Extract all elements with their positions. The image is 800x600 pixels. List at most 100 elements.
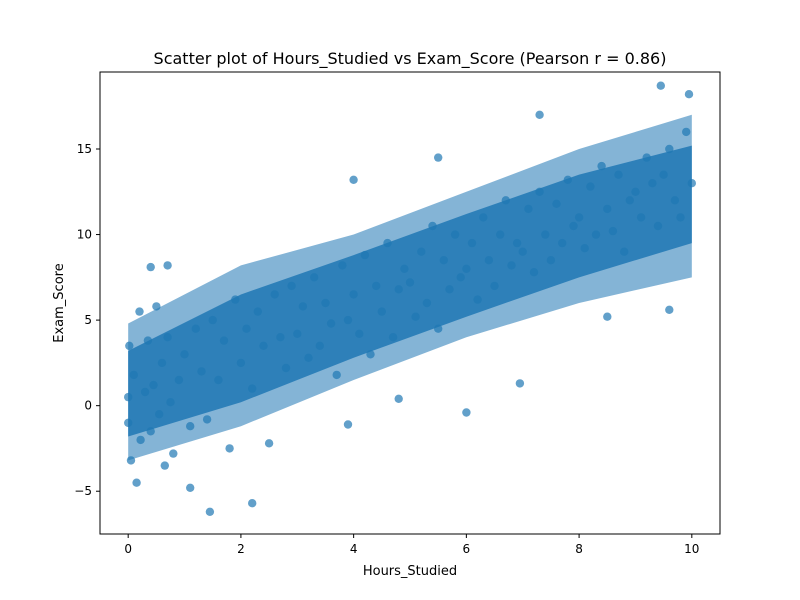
scatter-point [355,329,364,338]
scatter-point [676,213,685,222]
scatter-point [591,230,601,239]
scatter-point [157,358,167,368]
scatter-point [259,341,268,350]
scatter-point [366,350,375,359]
scatter-point [160,461,169,470]
scatter-point [456,273,465,282]
scatter-point [298,302,308,311]
scatter-point [140,387,150,397]
x-tick-label: 4 [350,542,358,556]
scatter-point [383,238,392,248]
scatter-point [670,196,680,205]
scatter-point [132,478,141,487]
scatter-point [174,375,184,385]
scatter-point [569,221,578,231]
scatter-point [512,238,522,248]
scatter-point [642,153,651,162]
scatter-point [586,182,595,191]
scatter-point [529,268,539,277]
scatter-point [484,256,494,265]
scatter-point [343,315,353,325]
scatter-point [665,144,674,154]
scatter-point [338,261,347,270]
scatter-point [411,312,420,321]
scatter-point [580,244,589,253]
scatter-point [462,264,471,273]
scatter-point [603,312,612,321]
scatter-point [129,370,138,380]
scatter-point [208,315,217,325]
x-tick-label: 0 [124,542,132,556]
scatter-point [125,341,134,350]
scatter-point [450,230,460,239]
scatter-point [467,238,477,248]
y-tick-label: 5 [84,313,92,327]
scatter-point [603,204,612,214]
scatter-point [219,336,229,345]
scatter-point [281,363,291,373]
scatter-point [253,307,262,316]
y-axis-label: Exam_Score [52,263,67,342]
scatter-point [682,127,691,137]
scatter-point [205,507,215,516]
scatter-point [186,422,195,431]
scatter-point [574,213,584,222]
scatter-point [552,199,561,208]
scatter-point [149,380,158,390]
scatter-point [405,278,415,287]
scatter-point [648,179,657,188]
scatter-point [310,273,319,282]
scatter-point [155,410,164,419]
scatter-point [656,81,665,90]
chart-title: Scatter plot of Hours_Studied vs Exam_Sc… [154,49,667,69]
y-tick-label: 15 [77,142,92,156]
scatter-point [515,379,525,388]
scatter-point [293,329,302,338]
point-cloud [128,114,692,461]
scatter-point [135,307,144,316]
scatter-point [507,261,516,270]
scatter-point [439,256,448,265]
x-axis-ticks: 0 2 4 6 8 10 [124,534,699,556]
y-tick-label: 10 [77,228,92,242]
scatter-point [163,333,172,342]
scatter-point [687,179,696,188]
scatter-point [620,247,629,256]
scatter-point [535,110,544,120]
scatter-point [152,302,161,311]
scatter-point [653,221,663,231]
scatter-point [445,285,454,294]
scatter-point [276,333,285,342]
scatter-point [524,204,533,214]
scatter-point [501,196,510,205]
scatter-point [124,418,133,427]
scatter-point [169,449,178,458]
scatter-point [541,230,550,239]
x-axis-label: Hours_Studied [363,564,457,579]
scatter-point [180,350,189,359]
scatter-point [225,444,234,453]
scatter-point [496,230,505,239]
scatter-point [518,247,527,256]
point-cloud-core [128,145,692,437]
scatter-point [597,161,606,171]
scatter-point [231,295,240,304]
scatter-point [625,196,634,205]
scatter-point [684,90,694,99]
scatter-point [126,456,136,465]
scatter-point [360,250,370,260]
scatter-point [186,483,195,492]
scatter-point [479,213,488,222]
scatter-point [166,398,175,407]
scatter-point [332,370,341,380]
scatter-point [558,238,567,248]
scatter-point [248,499,257,508]
scatter-point [197,367,206,376]
scatter-point [236,358,246,368]
scatter-point [377,307,386,316]
x-tick-label: 10 [684,542,699,556]
scatter-point [202,415,212,424]
scatter-point [315,341,324,350]
scatter-point [394,394,403,403]
scatter-point [535,187,544,196]
